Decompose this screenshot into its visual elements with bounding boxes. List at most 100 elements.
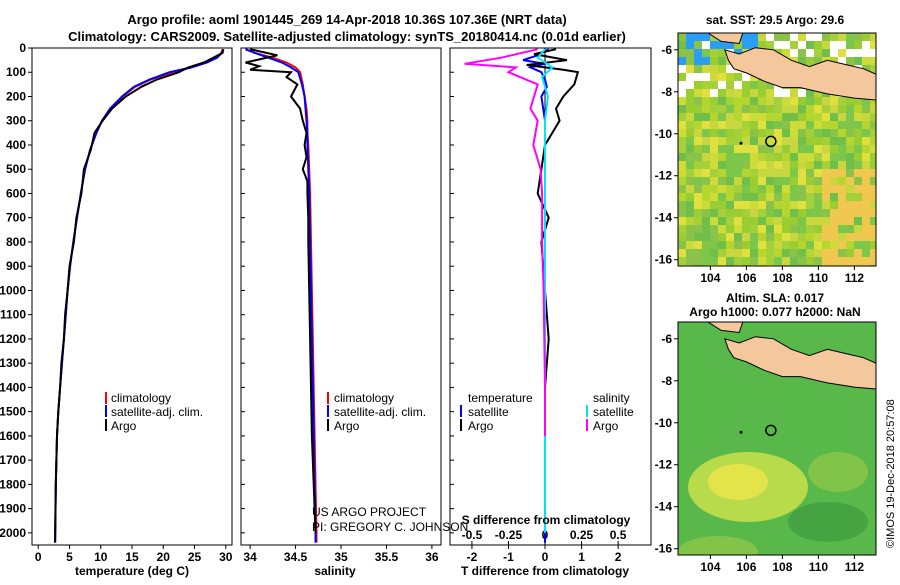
temperature-xtick-label: 15 <box>125 550 139 564</box>
salinity-xtick-label: 35.5 <box>375 550 399 564</box>
depth-tick-label: 1500 <box>0 405 26 419</box>
depth-tick-label: 700 <box>6 211 26 225</box>
temperature-xtick-label: 30 <box>219 550 233 564</box>
profile-marker <box>765 135 777 148</box>
map-ytick-label: -6 <box>661 43 672 57</box>
temperature-xtick-label: 0 <box>35 550 42 564</box>
map-frame <box>677 32 877 267</box>
difference-series-line <box>536 48 554 533</box>
map-ytick-label: -8 <box>661 85 672 99</box>
legend-temp-argo: Argo <box>468 419 494 433</box>
legend-temperature-title: temperature <box>468 391 533 405</box>
salinity-panel: 34 34.5 35 35.5 36 <box>240 47 442 564</box>
depth-tick-label: 1900 <box>0 502 26 516</box>
map-xtick-label: 110 <box>809 271 829 285</box>
legend-argo: Argo <box>111 419 137 433</box>
map-xtick-label: 108 <box>772 560 792 574</box>
difference-series-line <box>526 48 580 436</box>
temperature-panel: 0 5 10 15 20 25 30 <box>31 47 233 564</box>
difference-x2tick-label: -0.5 <box>462 528 483 542</box>
salinity-xtick-label: 35 <box>334 550 348 564</box>
difference-xtick-label: 1 <box>578 550 585 564</box>
depth-tick-label: 400 <box>6 138 26 152</box>
depth-tick-label: 0 <box>19 41 26 55</box>
map-xtick-label: 110 <box>809 560 829 574</box>
temperature-legend: climatology satellite-adj. clim. Argo <box>105 391 203 433</box>
map-xtick-label: 112 <box>845 560 865 574</box>
map-field <box>678 33 876 266</box>
legend-sal-satellite: satellite <box>593 405 634 419</box>
depth-axis: 0 100 200 300 400 500 600 700 800 900 1000 1100 1200… <box>0 41 454 540</box>
depth-tick-label: 800 <box>6 235 26 249</box>
salinity-xtick-label: 34.5 <box>284 550 308 564</box>
depth-tick-label: 100 <box>6 65 26 79</box>
salinity-series-line <box>245 48 317 543</box>
difference-xtick-label: -2 <box>467 550 478 564</box>
sst-map-title: sat. SST: 29.5 Argo: 29.6 <box>706 13 845 27</box>
salinity-xlabel: salinity <box>314 564 356 578</box>
imos-side-label: ©IMOS 19-Dec-2018 20:57:08 <box>885 399 897 548</box>
difference-legend: temperature satellite Argo salinity sate… <box>460 391 634 433</box>
map-xtick-label: 104 <box>700 271 720 285</box>
depth-tick-label: 1100 <box>0 308 26 322</box>
profile-marker <box>765 424 777 437</box>
map-ytick-label: -16 <box>655 542 673 556</box>
map-ytick-label: -16 <box>655 253 673 267</box>
depth-tick-label: 1200 <box>0 332 26 346</box>
depth-tick-label: 200 <box>6 89 26 103</box>
sla-map-title: Altim. SLA: 0.017 <box>726 291 824 305</box>
difference-xtick-label: 0 <box>542 550 549 564</box>
depth-tick-label: 300 <box>6 114 26 128</box>
figure-title-line2: Climatology: CARS2009. Satellite-adjuste… <box>68 29 626 44</box>
depth-tick-label: 500 <box>6 162 26 176</box>
land <box>724 47 876 101</box>
pi-annotation: PI: GREGORY C. JOHNSON <box>312 520 468 534</box>
island-marker <box>739 141 743 145</box>
depth-tick-label: 1800 <box>0 477 26 491</box>
map-ytick-label: -14 <box>655 211 673 225</box>
difference-xlabel: T difference from climatology <box>461 564 629 578</box>
depth-tick-label: 1000 <box>0 283 26 297</box>
map-ytick-label: -12 <box>655 169 673 183</box>
difference-x2label: S difference from climatology <box>462 513 631 527</box>
land <box>724 336 876 390</box>
legend-sal-argo: Argo <box>593 419 619 433</box>
map-xtick-label: 108 <box>772 271 792 285</box>
depth-tick-label: 1400 <box>0 380 26 394</box>
legend-salinity-title: salinity <box>593 391 630 405</box>
map-ytick-label: -10 <box>655 127 673 141</box>
temperature-xtick-label: 10 <box>94 550 108 564</box>
temperature-series-line <box>54 48 224 543</box>
map-ytick-label: -12 <box>655 458 673 472</box>
depth-tick-label: 1300 <box>0 356 26 370</box>
legend-climatology: climatology <box>334 391 394 405</box>
temperature-series-line <box>54 48 225 543</box>
map-ytick-label: -14 <box>655 500 673 514</box>
temperature-xtick-label: 20 <box>157 550 171 564</box>
map-ytick-label: -6 <box>661 332 672 346</box>
temperature-xtick-label: 25 <box>188 550 202 564</box>
depth-tick-label: 600 <box>6 186 26 200</box>
legend-climatology: climatology <box>111 391 171 405</box>
difference-xtick-label: -1 <box>503 550 514 564</box>
sla-map: 104 106 108 110 112 -6 -8 -10 -12 -14 -16 <box>655 321 877 574</box>
legend-satellite-adj: satellite-adj. clim. <box>111 405 203 419</box>
difference-series-line <box>464 48 546 436</box>
salinity-xtick-label: 34 <box>243 550 257 564</box>
temperature-xtick-label: 5 <box>66 550 73 564</box>
salinity-legend: climatology satellite-adj. clim. Argo <box>327 391 426 433</box>
map-xtick-label: 106 <box>736 560 756 574</box>
land <box>707 33 744 45</box>
land <box>707 322 744 334</box>
legend-satellite-adj: satellite-adj. clim. <box>334 405 426 419</box>
temperature-xlabel: temperature (deg C) <box>75 564 189 578</box>
depth-tick-label: 1600 <box>0 429 26 443</box>
map-field <box>678 322 876 555</box>
salinity-xtick-label: 36 <box>425 550 439 564</box>
map-xtick-label: 106 <box>736 271 756 285</box>
depth-tick-label: 2000 <box>0 526 26 540</box>
sst-map: 104 106 108 110 112 -6 -8 -10 -12 -14 -16 <box>655 32 877 285</box>
difference-x2tick-label: -0.25 <box>495 528 523 542</box>
legend-argo: Argo <box>334 419 360 433</box>
